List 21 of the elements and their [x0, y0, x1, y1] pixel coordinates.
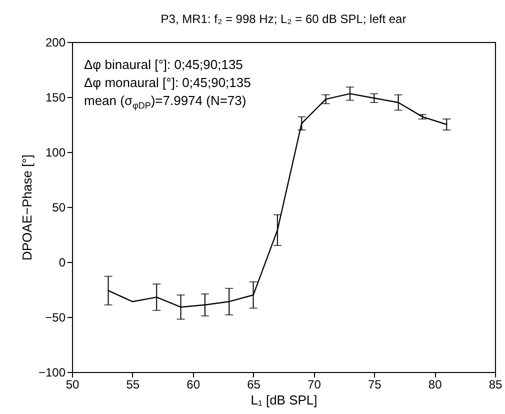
y-tick-label: −100: [38, 366, 66, 380]
x-tick-label: 50: [66, 378, 80, 392]
y-axis-title: DPOAE−Phase [°]: [19, 154, 34, 260]
x-tick-label: 65: [247, 378, 261, 392]
annotation: Δφ binaural [°]: 0;45;90;135: [84, 56, 244, 74]
x-tick-label: 75: [368, 378, 382, 392]
chart-title: P3, MR1: f₂ = 998 Hz; L₂ = 60 dB SPL; left ear: [160, 12, 406, 26]
x-tick-label: 70: [308, 378, 322, 392]
x-tick-label: 85: [488, 378, 502, 392]
y-tick-label: −50: [45, 310, 66, 324]
x-tick-label: 80: [428, 378, 442, 392]
x-axis-title: L₁ [dB SPL]: [250, 392, 318, 408]
y-tick-label: 0: [58, 256, 66, 270]
y-tick-label: 100: [45, 146, 66, 160]
annotation: mean (σ$_{φDP}$)=7.9974 (N=73): [84, 92, 248, 113]
x-tick-label: 60: [186, 378, 200, 392]
y-tick-label: 50: [52, 200, 66, 214]
annotation: Δφ monaural [°]: 0;45;90;135: [84, 74, 251, 92]
y-tick-label: 150: [45, 90, 66, 104]
x-tick-label: 55: [126, 378, 140, 392]
y-tick-label: 200: [45, 36, 66, 50]
